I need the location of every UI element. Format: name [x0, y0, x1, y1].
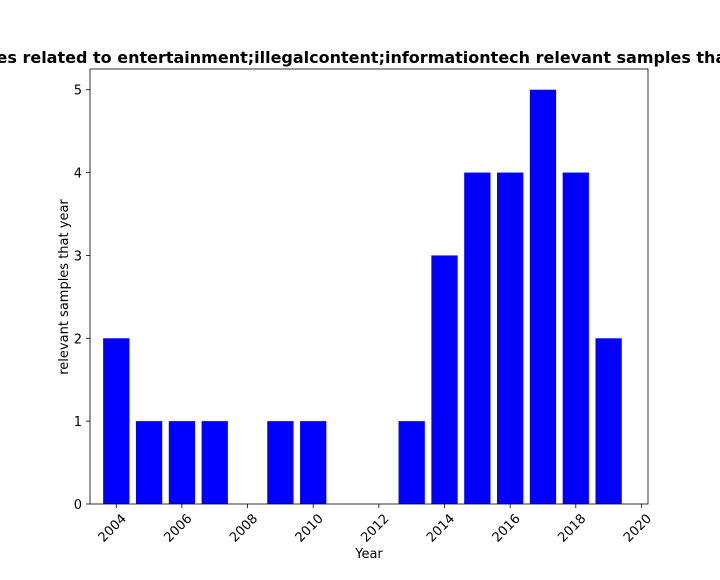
bar-2004 [103, 338, 130, 504]
x-tick-label: 2014 [424, 512, 458, 546]
x-tick-label: 2020 [621, 512, 655, 546]
bar-2018 [562, 172, 589, 504]
bar-2019 [595, 338, 622, 504]
bar-2016 [497, 172, 524, 504]
y-tick-label: 0 [74, 498, 82, 513]
bars-group [103, 89, 622, 505]
y-axis: 0 1 2 3 4 5 [74, 84, 90, 513]
x-tick-label: 2008 [227, 512, 261, 546]
y-tick-label: 1 [74, 415, 82, 430]
bar-2014 [431, 255, 458, 504]
y-tick-label: 2 [74, 332, 82, 347]
bar-2017 [529, 89, 557, 505]
bar-2006 [168, 421, 196, 504]
bar-2009 [267, 421, 294, 504]
x-axis-label: Year [354, 547, 383, 562]
chart-title: Samples related to entertainment;illegal… [0, 48, 720, 67]
plot-area-frame [89, 68, 649, 505]
x-tick-label: 2004 [96, 512, 130, 546]
y-tick-label: 3 [74, 249, 82, 264]
x-tick-label: 2016 [490, 512, 524, 546]
bar-2007 [201, 421, 228, 504]
y-axis-label: relevant samples that year [57, 199, 72, 375]
bar-2013 [398, 421, 425, 504]
bar-2015 [464, 172, 491, 504]
x-tick-label: 2018 [555, 512, 589, 546]
x-axis: 2004 2006 2008 2010 2012 2014 2016 2018 2020 [96, 504, 655, 546]
bar-2005 [135, 421, 163, 504]
x-tick-label: 2010 [293, 512, 327, 546]
x-tick-label: 2006 [161, 512, 195, 546]
y-tick-label: 4 [74, 167, 82, 182]
x-tick-label: 2012 [358, 512, 392, 546]
y-tick-label: 5 [74, 84, 82, 99]
bar-2010 [300, 421, 327, 504]
